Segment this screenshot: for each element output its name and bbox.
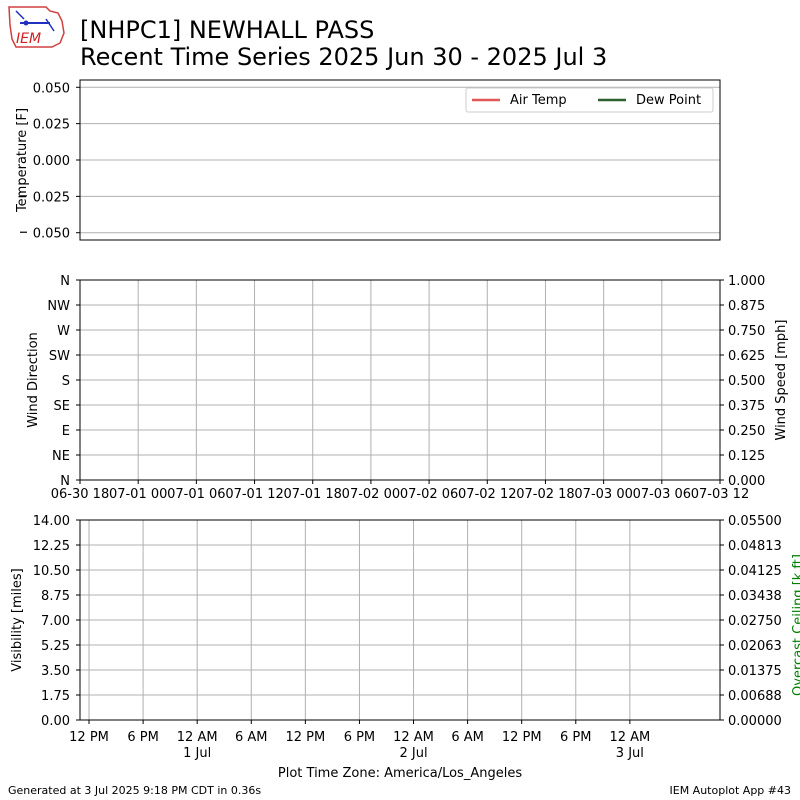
wind-ylabel: Wind Direction bbox=[26, 332, 41, 428]
app-note: IEM Autoplot App #43 bbox=[669, 784, 792, 797]
ceiling-ytick-label: 0.04125 bbox=[728, 564, 782, 579]
vis-xtick-label: 6 AM bbox=[451, 730, 484, 745]
temp-ytick-label: 0.000 bbox=[33, 154, 70, 169]
windspeed-ytick-label: 0.500 bbox=[728, 374, 765, 389]
wind-ytick-label: NE bbox=[52, 449, 70, 464]
vis-xtick-label: 12 PM bbox=[69, 730, 109, 745]
windspeed-ytick-label: 0.750 bbox=[728, 324, 765, 339]
iem-logo: IEM bbox=[8, 6, 65, 48]
wind-ytick-label: N bbox=[60, 474, 70, 489]
ceiling-ytick-label: 0.05500 bbox=[728, 514, 782, 529]
vis-xtick-date: 2 Jul bbox=[399, 746, 427, 761]
windspeed-ylabel: Wind Speed [mph] bbox=[774, 320, 789, 441]
temp-ytick-label: 0.025 bbox=[33, 118, 70, 133]
temp-legend-box bbox=[465, 87, 714, 113]
vis-xtick-label: 12 AM bbox=[177, 730, 218, 745]
wind-xtick-label: 07-02 12 bbox=[458, 487, 516, 502]
vis-xtick-date: 3 Jul bbox=[616, 746, 644, 761]
windspeed-ytick-label: 1.000 bbox=[728, 274, 765, 289]
wind-xtick-label: 06-30 18 bbox=[51, 487, 109, 502]
temp-ytick-label: 0.050 bbox=[33, 227, 70, 242]
vis-axes-frame bbox=[79, 519, 721, 721]
windspeed-ytick-label: 0.375 bbox=[728, 399, 765, 414]
vis-ytick-label: 1.75 bbox=[41, 689, 70, 704]
vis-xtick-label: 12 PM bbox=[502, 730, 542, 745]
vis-ytick-label: 10.50 bbox=[33, 564, 70, 579]
temp-ytick-label: 0.025 bbox=[33, 190, 70, 205]
ceiling-ytick-label: 0.00688 bbox=[728, 689, 782, 704]
vis-xtick-label: 12 PM bbox=[285, 730, 325, 745]
wind-xtick-label: 07-03 00 bbox=[574, 487, 632, 502]
vis-xtick-label: 6 PM bbox=[560, 730, 591, 745]
wind-xtick-label: 07-01 18 bbox=[284, 487, 342, 502]
vis-xtick-label: 12 AM bbox=[609, 730, 650, 745]
vis-ytick-label: 8.75 bbox=[41, 589, 70, 604]
title-line-1: [NHPC1] NEWHALL PASS bbox=[80, 16, 375, 44]
ceiling-ytick-label: 0.00000 bbox=[728, 714, 782, 729]
ceiling-ytick-label: 0.02750 bbox=[728, 614, 782, 629]
wind-ytick-label: SE bbox=[54, 399, 70, 414]
logo-text: IEM bbox=[16, 31, 41, 47]
vis-ytick-label: 5.25 bbox=[41, 639, 70, 654]
wind-xtick-label: 07-01 12 bbox=[225, 487, 283, 502]
legend-label-1: Dew Point bbox=[636, 93, 701, 108]
vis-xtick-label: 12 AM bbox=[393, 730, 434, 745]
wind-ytick-label: W bbox=[57, 324, 70, 339]
windspeed-ytick-label: 0.625 bbox=[728, 349, 765, 364]
wind-xtick-label: 07-02 18 bbox=[516, 487, 574, 502]
windspeed-ytick-label: 0.250 bbox=[728, 424, 765, 439]
wind-axes-frame bbox=[79, 279, 721, 481]
wind-xtick-label: 07-03 12 bbox=[691, 487, 749, 502]
temp-ytick-label: 0.050 bbox=[33, 81, 70, 96]
wind-xtick-label: 07-02 06 bbox=[400, 487, 458, 502]
ceiling-ytick-label: 0.01375 bbox=[728, 664, 782, 679]
vis-ytick-label: 12.25 bbox=[33, 539, 70, 554]
vis-ytick-label: 0.00 bbox=[41, 714, 70, 729]
wind-ytick-label: S bbox=[62, 374, 70, 389]
wind-ytick-label: SW bbox=[49, 349, 70, 364]
temp-axes-frame bbox=[79, 79, 721, 241]
vis-xtick-label: 6 PM bbox=[344, 730, 375, 745]
wind-xtick-label: 07-03 06 bbox=[633, 487, 691, 502]
ceiling-ylabel: Overcast Ceiling [k ft] bbox=[791, 554, 800, 696]
windspeed-ytick-label: 0.125 bbox=[728, 449, 765, 464]
vis-xtick-label: 6 PM bbox=[127, 730, 158, 745]
vis-xtick-label: 6 AM bbox=[235, 730, 268, 745]
ceiling-ytick-label: 0.03438 bbox=[728, 589, 782, 604]
wind-ytick-label: N bbox=[60, 274, 70, 289]
ceiling-ytick-label: 0.02063 bbox=[728, 639, 782, 654]
windspeed-ytick-label: 0.000 bbox=[728, 474, 765, 489]
wind-xtick-label: 07-02 00 bbox=[342, 487, 400, 502]
ceiling-ytick-label: 0.04813 bbox=[728, 539, 782, 554]
vis-xlabel: Plot Time Zone: America/Los_Angeles bbox=[278, 766, 522, 781]
wind-xtick-label: 07-01 06 bbox=[167, 487, 225, 502]
vis-ytick-label: 7.00 bbox=[41, 614, 70, 629]
windspeed-ytick-label: 0.875 bbox=[728, 299, 765, 314]
legend-label-0: Air Temp bbox=[510, 93, 567, 108]
vis-ytick-label: 14.00 bbox=[33, 514, 70, 529]
generated-note: Generated at 3 Jul 2025 9:18 PM CDT in 0… bbox=[8, 784, 262, 797]
wind-xtick-label: 07-01 00 bbox=[109, 487, 167, 502]
vis-xtick-date: 1 Jul bbox=[183, 746, 211, 761]
wind-ytick-label: E bbox=[62, 424, 70, 439]
temp-ylabel: Temperature [F] bbox=[15, 108, 30, 213]
wind-ytick-label: NW bbox=[47, 299, 70, 314]
chart-title: [NHPC1] NEWHALL PASS Recent Time Series … bbox=[80, 17, 607, 71]
vis-ylabel: Visibility [miles] bbox=[10, 568, 25, 671]
title-line-2: Recent Time Series 2025 Jun 30 - 2025 Ju… bbox=[80, 43, 608, 71]
vis-ytick-label: 3.50 bbox=[41, 664, 70, 679]
